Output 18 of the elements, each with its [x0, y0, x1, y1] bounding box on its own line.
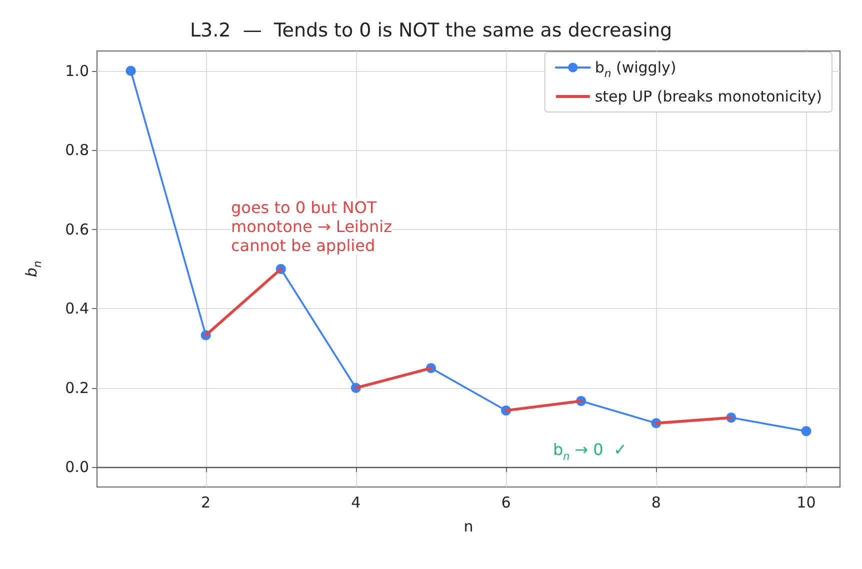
x-axis-title: n — [464, 518, 474, 536]
point — [801, 426, 812, 436]
y-tick-label: 1.0 — [65, 62, 89, 80]
y-tick-label: 0.6 — [65, 220, 89, 238]
y-axis-title: bn — [22, 260, 44, 278]
x-tick-label: 10 — [796, 494, 816, 512]
chart-title: L3.2 — Tends to 0 is NOT the same as decreasing — [190, 20, 672, 42]
legend-label: step UP (breaks monotonicity) — [594, 88, 822, 106]
y-tick-label: 0.2 — [65, 378, 89, 397]
y-tick-label: 0.8 — [65, 141, 89, 160]
x-tick-label: 4 — [351, 494, 361, 512]
y-tick-label: 0.0 — [65, 458, 89, 476]
y-tick-label: 0.4 — [65, 300, 89, 318]
x-tick-label: 2 — [201, 494, 211, 512]
annotation: goes to 0 but NOT monotone → Leibniz cannot be applied — [231, 198, 392, 255]
x-tick-label: 8 — [651, 494, 661, 512]
point — [126, 66, 136, 76]
x-tick-label: 6 — [501, 494, 511, 512]
